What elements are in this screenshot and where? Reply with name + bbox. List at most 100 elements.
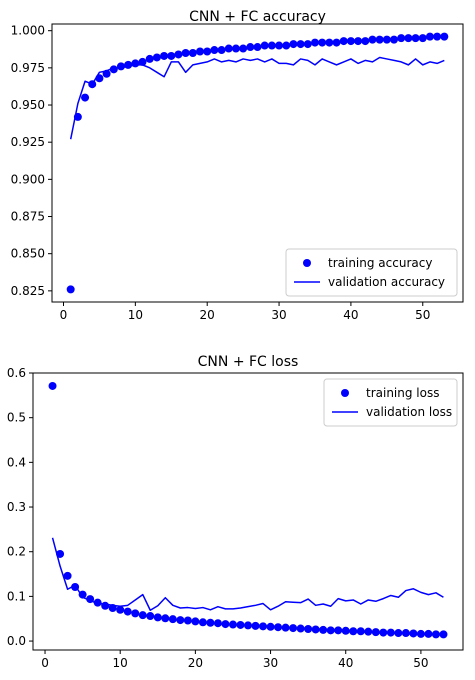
data-point-training-loss [183, 616, 192, 625]
legend: training loss validation loss [323, 378, 458, 427]
legend-label: training loss [366, 386, 439, 400]
loss-panel: CNN + FC loss 0 10 20 30 40 50 0.0 0.1 0.2 0.3 0.4 0… [7, 354, 464, 670]
data-point-training-loss [274, 623, 283, 632]
data-point-training-loss [394, 629, 403, 638]
data-point-training-loss [304, 625, 313, 634]
plot-frame [32, 372, 464, 651]
y-tick-label: 0.900 [11, 172, 45, 186]
y-tick-label: 0.3 [7, 500, 26, 514]
data-point-training-loss [251, 621, 260, 630]
x-tick-label: 10 [128, 308, 143, 322]
data-point-training-loss [48, 381, 57, 390]
series-line-validation-accuracy [69, 56, 445, 140]
data-point-training-loss [311, 625, 320, 634]
legend-label: validation accuracy [328, 275, 445, 289]
data-point-training-accuracy [368, 35, 377, 44]
data-point-training-loss [266, 622, 275, 631]
y-tick-label: 0.6 [7, 366, 26, 380]
data-point-training-accuracy [260, 41, 269, 50]
data-point-training-loss [101, 601, 110, 610]
data-point-training-accuracy [239, 44, 248, 53]
data-point-training-accuracy [167, 51, 176, 60]
data-point-training-accuracy [174, 50, 183, 59]
data-point-training-loss [379, 628, 388, 637]
data-point-training-accuracy [332, 38, 341, 47]
legend-label: validation loss [366, 405, 452, 419]
data-point-training-loss [259, 622, 268, 631]
data-point-training-accuracy [138, 57, 147, 66]
legend-box [323, 378, 458, 427]
data-point-training-loss [176, 616, 185, 625]
y-tick-label: 0.850 [11, 247, 45, 261]
plot-frame [51, 23, 464, 303]
data-point-training-accuracy [116, 62, 125, 71]
data-point-training-loss [341, 626, 350, 635]
data-point-training-loss [198, 618, 207, 627]
data-point-training-accuracy [433, 32, 442, 41]
data-point-training-loss [296, 624, 305, 633]
y-tick-label: 0.2 [7, 545, 26, 559]
data-point-training-accuracy [282, 41, 291, 50]
x-tick-label: 50 [413, 656, 428, 670]
data-point-training-loss [123, 607, 132, 616]
y-tick-label: 0.975 [11, 61, 45, 75]
data-point-training-loss [146, 612, 155, 621]
data-point-training-accuracy [303, 40, 312, 49]
data-point-training-accuracy [418, 34, 427, 43]
data-point-training-loss [281, 623, 290, 632]
data-point-training-accuracy [145, 54, 154, 63]
data-point-training-accuracy [411, 34, 420, 43]
series-line-validation-loss [51, 537, 444, 611]
data-point-training-accuracy [224, 44, 233, 53]
x-tick-label: 50 [415, 308, 430, 322]
data-point-training-accuracy [425, 32, 434, 41]
x-tick-label: 20 [188, 656, 203, 670]
data-point-training-accuracy [231, 44, 240, 53]
data-point-training-loss [228, 620, 237, 629]
data-point-training-loss [416, 629, 425, 638]
data-point-training-accuracy [390, 35, 399, 44]
data-point-training-accuracy [382, 35, 391, 44]
x-tick-label: 0 [41, 656, 49, 670]
data-point-training-loss [334, 626, 343, 635]
data-point-training-loss [401, 629, 410, 638]
data-point-training-accuracy [267, 41, 276, 50]
data-point-training-accuracy [275, 41, 284, 50]
x-tick-label: 40 [343, 308, 358, 322]
x-tick-label: 30 [271, 308, 286, 322]
accuracy-panel: CNN + FC accuracy 0 10 20 30 40 50 0.825 0.850 0.… [11, 9, 464, 322]
data-point-training-loss [409, 629, 418, 638]
legend-box [285, 248, 458, 297]
y-tick-label: 0.0 [7, 634, 26, 648]
x-tick-label: 20 [200, 308, 215, 322]
data-point-training-accuracy [318, 38, 327, 47]
data-point-training-loss [371, 628, 380, 637]
data-point-training-loss [116, 605, 125, 614]
chart-title: CNN + FC loss [198, 354, 299, 370]
data-point-training-loss [93, 598, 102, 607]
data-point-training-loss [153, 613, 162, 622]
data-point-training-loss [161, 614, 170, 623]
y-tick-label: 0.1 [7, 589, 26, 603]
data-point-training-accuracy [196, 47, 205, 56]
y-tick-label: 1.000 [11, 24, 45, 38]
data-point-training-loss [386, 628, 395, 637]
data-point-training-accuracy [217, 46, 226, 55]
data-point-training-accuracy [210, 46, 219, 55]
data-point-training-accuracy [203, 47, 212, 56]
data-point-training-loss [131, 609, 140, 618]
data-point-training-accuracy [404, 34, 413, 43]
data-point-training-accuracy [354, 37, 363, 46]
y-tick-label: 0.925 [11, 135, 45, 149]
data-point-training-loss [63, 571, 72, 580]
data-point-training-accuracy [339, 37, 348, 46]
data-point-training-loss [349, 627, 358, 636]
data-point-training-loss [356, 627, 365, 636]
data-point-training-accuracy [253, 43, 262, 52]
legend: training accuracy validation accuracy [285, 248, 458, 297]
data-point-training-accuracy [296, 40, 305, 49]
data-point-training-loss [213, 619, 222, 628]
data-point-training-loss [431, 630, 440, 639]
